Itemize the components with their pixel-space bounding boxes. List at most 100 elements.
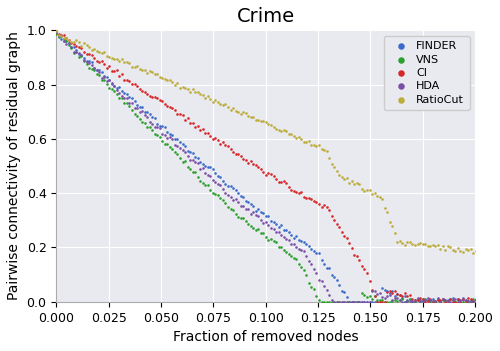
FINDER <box>202 163 209 168</box>
RatioCut <box>358 186 366 192</box>
VNS <box>446 296 454 302</box>
VNS <box>85 65 93 71</box>
FINDER <box>133 102 141 107</box>
VNS <box>140 120 148 126</box>
FINDER <box>401 293 409 299</box>
VNS <box>312 293 320 299</box>
HDA <box>391 295 399 301</box>
HDA <box>92 67 100 73</box>
VNS <box>396 298 404 303</box>
CI <box>206 134 214 139</box>
RatioCut <box>449 247 457 252</box>
HDA <box>418 298 426 303</box>
VNS <box>416 299 424 305</box>
CI <box>214 137 222 143</box>
FINDER <box>178 141 186 146</box>
CI <box>308 196 316 201</box>
VNS <box>80 58 88 64</box>
RatioCut <box>88 47 96 52</box>
RatioCut <box>408 241 416 247</box>
HDA <box>60 38 68 44</box>
FINDER <box>239 194 247 200</box>
RatioCut <box>335 172 343 178</box>
FINDER <box>116 84 124 89</box>
CI <box>236 153 244 159</box>
FINDER <box>216 174 224 180</box>
RatioCut <box>239 109 247 114</box>
HDA <box>414 296 422 301</box>
CI <box>176 111 184 117</box>
FINDER <box>370 299 378 305</box>
FINDER <box>310 248 318 253</box>
FINDER <box>212 171 220 176</box>
RatioCut <box>472 249 480 254</box>
CI <box>466 297 474 302</box>
CI <box>164 103 172 108</box>
VNS <box>469 296 477 302</box>
VNS <box>130 111 138 117</box>
FINDER <box>161 124 169 130</box>
RatioCut <box>315 142 323 147</box>
RatioCut <box>52 29 60 34</box>
VNS <box>418 296 426 302</box>
CI <box>282 180 290 186</box>
CI <box>287 187 295 192</box>
CI <box>315 201 323 207</box>
VNS <box>436 298 444 304</box>
VNS <box>116 95 124 101</box>
RatioCut <box>222 101 230 107</box>
CI <box>320 203 328 208</box>
HDA <box>380 295 388 300</box>
HDA <box>72 49 80 55</box>
HDA <box>264 222 272 228</box>
VNS <box>254 227 262 232</box>
HDA <box>103 78 111 84</box>
HDA <box>138 108 146 114</box>
VNS <box>65 43 73 48</box>
CI <box>418 297 426 302</box>
RatioCut <box>356 181 364 187</box>
FINDER <box>456 298 464 303</box>
CI <box>232 152 239 157</box>
RatioCut <box>404 239 411 245</box>
CI <box>380 299 388 305</box>
FINDER <box>219 178 227 184</box>
RatioCut <box>188 86 196 92</box>
FINDER <box>226 183 234 189</box>
VNS <box>68 45 76 51</box>
HDA <box>370 289 378 294</box>
CI <box>373 299 381 305</box>
FINDER <box>138 104 146 110</box>
HDA <box>174 144 182 149</box>
RatioCut <box>103 54 111 59</box>
VNS <box>449 297 457 303</box>
FINDER <box>424 297 432 303</box>
HDA <box>312 270 320 276</box>
CI <box>459 297 467 302</box>
CI <box>174 112 182 117</box>
RatioCut <box>202 95 209 101</box>
HDA <box>244 207 252 212</box>
CI <box>209 136 217 141</box>
VNS <box>62 38 70 44</box>
RatioCut <box>234 109 242 114</box>
RatioCut <box>85 44 93 49</box>
HDA <box>328 297 336 303</box>
FINDER <box>106 77 114 82</box>
RatioCut <box>434 242 442 248</box>
VNS <box>199 180 207 185</box>
FINDER <box>52 30 60 36</box>
VNS <box>305 280 313 286</box>
HDA <box>363 299 371 305</box>
FINDER <box>254 207 262 212</box>
RatioCut <box>312 144 320 149</box>
RatioCut <box>224 105 232 110</box>
CI <box>128 81 136 86</box>
HDA <box>305 258 313 264</box>
HDA <box>247 211 255 217</box>
RatioCut <box>212 97 220 102</box>
VNS <box>146 125 154 130</box>
VNS <box>196 178 204 183</box>
VNS <box>164 141 172 147</box>
FINDER <box>325 266 333 271</box>
